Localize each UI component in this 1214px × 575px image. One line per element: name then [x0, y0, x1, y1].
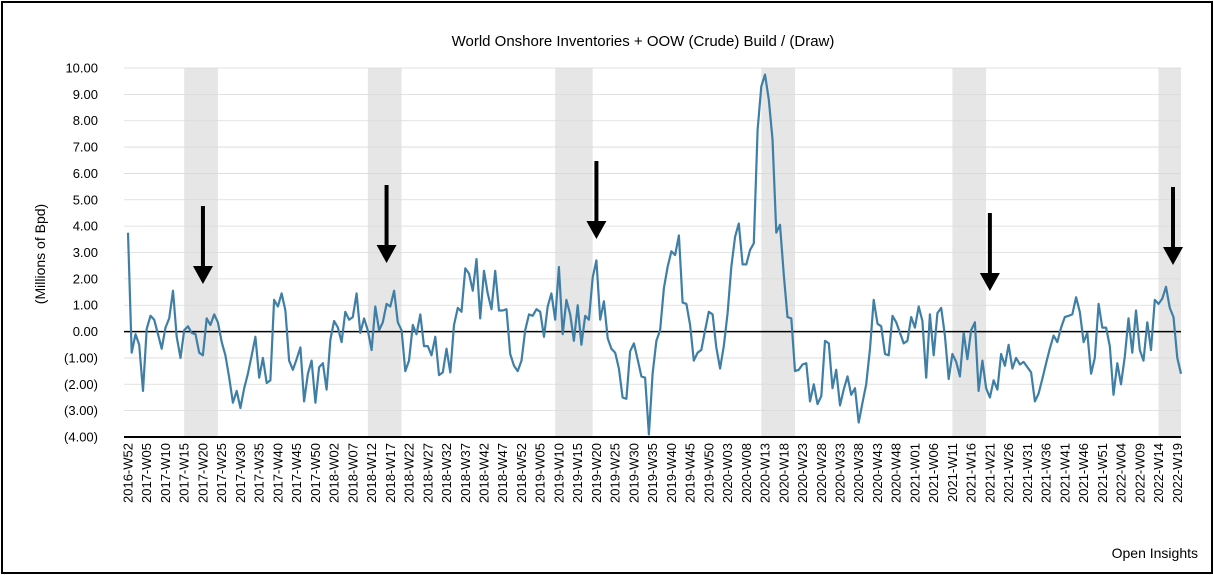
x-tick-label: 2018-W17: [383, 443, 398, 503]
credit-label: Open Insights: [1112, 545, 1198, 561]
x-tick-label: 2019-W20: [589, 443, 604, 503]
x-tick-label: 2017-W15: [177, 443, 192, 503]
x-tick-label: 2017-W20: [195, 443, 210, 503]
x-tick-label: 2021-W11: [945, 443, 960, 502]
x-tick-label: 2019-W10: [551, 443, 566, 503]
x-tick-label: 2017-W30: [233, 443, 248, 503]
y-tick-label: 7.00: [73, 140, 98, 155]
x-tick-label: 2018-W07: [345, 443, 360, 503]
chart-title: World Onshore Inventories + OOW (Crude) …: [452, 33, 835, 50]
x-tick-label: 2019-W05: [533, 443, 548, 503]
x-tick-label: 2018-W27: [420, 443, 435, 503]
series-group: [126, 73, 1183, 436]
x-tick-label: 2020-W48: [889, 443, 904, 503]
x-tick-label: 2018-W42: [477, 443, 492, 503]
y-tick-label: 10.00: [65, 61, 98, 76]
x-tick-label: 2017-W50: [308, 443, 323, 503]
x-tick-label: 2018-W12: [364, 443, 379, 503]
x-tick-label: 2021-W06: [926, 443, 941, 503]
y-tick-label: 6.00: [73, 166, 98, 181]
x-tick-label: 2021-W51: [1095, 443, 1110, 503]
x-tick-label: 2018-W37: [458, 443, 473, 503]
x-tick-label: 2016-W52: [121, 443, 136, 503]
y-tick-labels: 10.00 9.00 8.00 7.00 6.00 5.00 4.00 3.00 2.00 1.0…: [64, 61, 98, 445]
x-tick-label: 2017-W10: [158, 443, 173, 503]
y-tick-label: (1.00): [64, 350, 98, 365]
x-tick-label: 2022-W04: [1114, 443, 1129, 503]
series-line: [126, 73, 1183, 436]
x-tick-label: 2019-W50: [701, 443, 716, 503]
x-tick-label: 2019-W45: [683, 443, 698, 503]
x-tick-label: 2020-W08: [739, 443, 754, 503]
chart-svg: 10.00 9.00 8.00 7.00 6.00 5.00 4.00 3.00 2.00 1.0…: [32, 33, 1198, 561]
x-tick-label: 2021-W41: [1057, 443, 1072, 503]
y-tick-label: (2.00): [64, 377, 98, 392]
x-tick-label: 2022-W19: [1170, 443, 1185, 503]
x-tick-label: 2018-W22: [402, 443, 417, 503]
y-tick-label: 0.00: [73, 324, 98, 339]
y-tick-label: 3.00: [73, 245, 98, 260]
x-tick-label: 2018-W52: [514, 443, 529, 503]
x-tick-labels: 2016-W52 2017-W05 2017-W10 2017-W15 2017-W20…: [121, 443, 1185, 503]
gridlines: [124, 67, 1181, 438]
x-tick-label: 2020-W18: [776, 443, 791, 503]
x-tick-label: 2020-W13: [758, 443, 773, 503]
x-tick-label: 2019-W25: [608, 443, 623, 503]
y-tick-label: 2.00: [73, 271, 98, 286]
y-axis-label: (Millions of Bpd): [32, 204, 48, 304]
x-tick-label: 2021-W31: [1020, 443, 1035, 503]
arrows-group: [192, 161, 1183, 291]
x-tick-label: 2018-W47: [495, 443, 510, 503]
y-tick-label: 5.00: [73, 192, 98, 207]
y-tick-label: (4.00): [64, 430, 98, 445]
x-tick-label: 2021-W21: [982, 443, 997, 503]
x-tick-label: 2017-W40: [270, 443, 285, 503]
arrow-head: [1163, 247, 1183, 265]
x-tick-label: 2017-W25: [214, 443, 229, 503]
y-tick-label: (3.00): [64, 403, 98, 418]
y-tick-label: 1.00: [73, 298, 98, 313]
x-tick-label: 2022-W09: [1132, 443, 1147, 503]
x-tick-label: 2019-W35: [645, 443, 660, 503]
x-tick-label: 2017-W35: [252, 443, 267, 503]
x-tick-label: 2019-W30: [626, 443, 641, 503]
x-tick-label: 2020-W43: [870, 443, 885, 503]
x-tick-label: 2019-W40: [664, 443, 679, 503]
x-tick-label: 2020-W38: [851, 443, 866, 503]
x-tick-label: 2018-W02: [327, 443, 342, 503]
x-tick-label: 2017-W05: [139, 443, 154, 503]
y-tick-label: 8.00: [73, 113, 98, 128]
x-tick-label: 2020-W33: [833, 443, 848, 503]
x-tick-label: 2021-W01: [907, 443, 922, 503]
x-tick-label: 2020-W03: [720, 443, 735, 503]
y-tick-label: 4.00: [73, 219, 98, 234]
x-tick-label: 2022-W14: [1151, 443, 1166, 503]
x-tick-label: 2020-W28: [814, 443, 829, 503]
arrow-head: [586, 221, 607, 239]
x-tick-label: 2021-W36: [1039, 443, 1054, 503]
y-tick-label: 9.00: [73, 87, 98, 102]
x-tick-label: 2021-W46: [1076, 443, 1091, 503]
x-tick-label: 2021-W26: [1001, 443, 1016, 503]
x-tick-label: 2020-W23: [795, 443, 810, 503]
arrow-head: [979, 273, 1000, 291]
arrow-head: [376, 245, 397, 263]
x-tick-label: 2021-W16: [964, 443, 979, 503]
x-tick-label: 2017-W45: [289, 443, 304, 503]
x-tick-label: 2019-W15: [570, 443, 585, 503]
x-tick-label: 2018-W32: [439, 443, 454, 503]
arrow-head: [192, 266, 213, 284]
